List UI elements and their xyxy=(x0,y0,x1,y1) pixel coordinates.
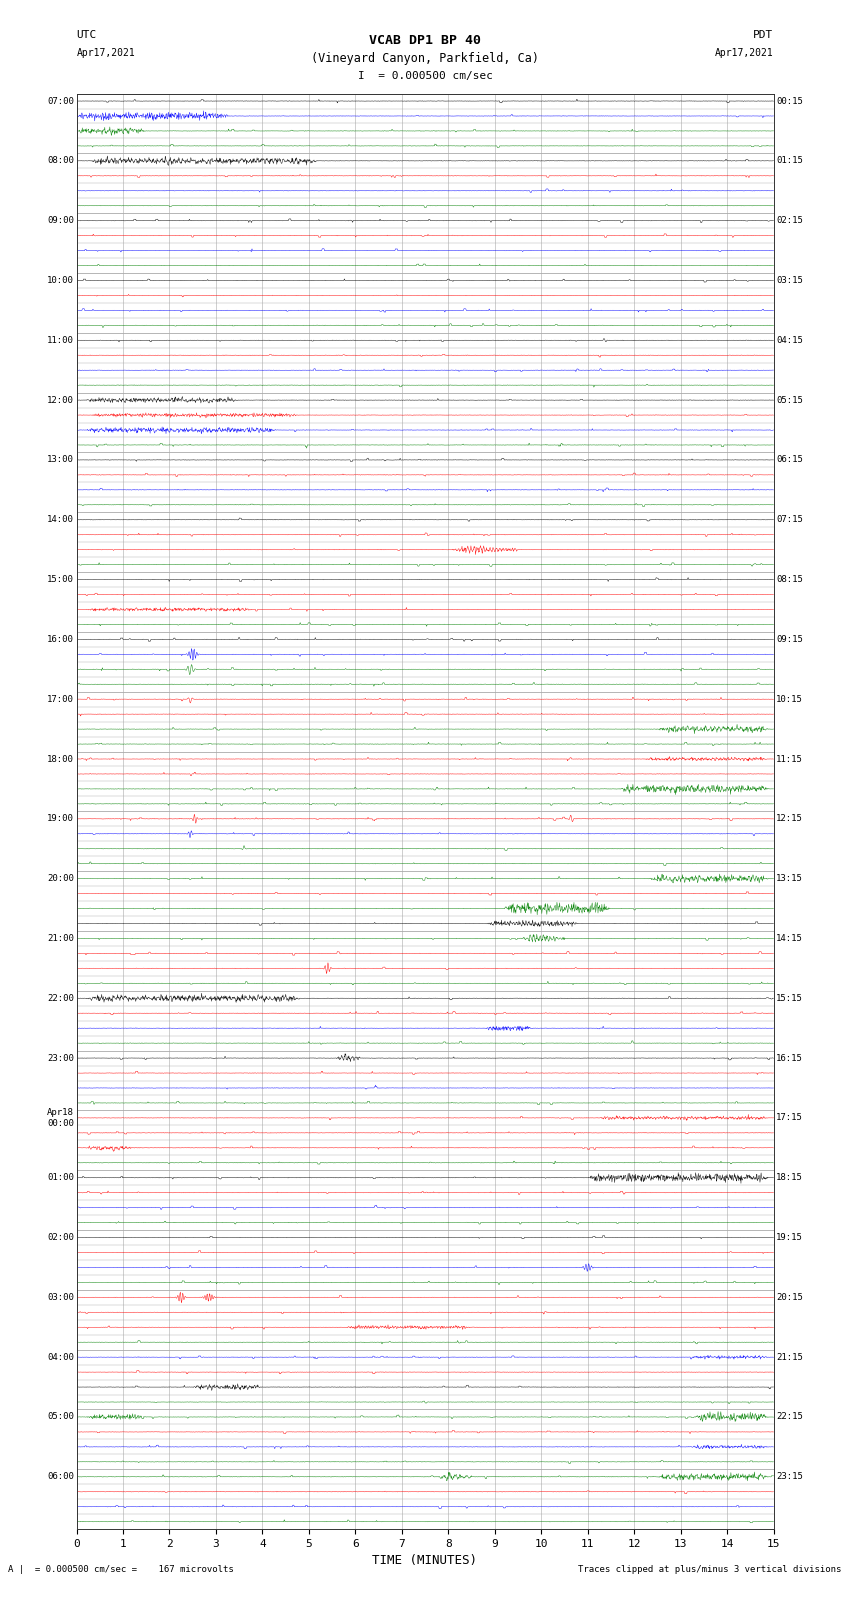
Text: 17:15: 17:15 xyxy=(776,1113,803,1123)
Text: A |  = 0.000500 cm/sec =    167 microvolts: A | = 0.000500 cm/sec = 167 microvolts xyxy=(8,1565,235,1574)
Text: 09:15: 09:15 xyxy=(776,636,803,644)
Text: PDT: PDT xyxy=(753,31,774,40)
Text: 14:00: 14:00 xyxy=(47,515,74,524)
Text: 15:15: 15:15 xyxy=(776,994,803,1003)
Text: 23:00: 23:00 xyxy=(47,1053,74,1063)
Text: 11:15: 11:15 xyxy=(776,755,803,763)
Text: 22:00: 22:00 xyxy=(47,994,74,1003)
Text: (Vineyard Canyon, Parkfield, Ca): (Vineyard Canyon, Parkfield, Ca) xyxy=(311,52,539,65)
Text: 07:00: 07:00 xyxy=(47,97,74,105)
Text: 21:15: 21:15 xyxy=(776,1353,803,1361)
Text: VCAB DP1 BP 40: VCAB DP1 BP 40 xyxy=(369,34,481,47)
Text: 00:15: 00:15 xyxy=(776,97,803,105)
Text: 19:00: 19:00 xyxy=(47,815,74,823)
Text: 04:00: 04:00 xyxy=(47,1353,74,1361)
Text: 07:15: 07:15 xyxy=(776,515,803,524)
Text: 20:00: 20:00 xyxy=(47,874,74,884)
Text: 16:00: 16:00 xyxy=(47,636,74,644)
Text: 09:00: 09:00 xyxy=(47,216,74,226)
Text: I  = 0.000500 cm/sec: I = 0.000500 cm/sec xyxy=(358,71,492,81)
Text: 02:00: 02:00 xyxy=(47,1232,74,1242)
Text: 21:00: 21:00 xyxy=(47,934,74,944)
Text: 10:15: 10:15 xyxy=(776,695,803,703)
Text: 13:00: 13:00 xyxy=(47,455,74,465)
Text: 05:00: 05:00 xyxy=(47,1413,74,1421)
Text: 18:15: 18:15 xyxy=(776,1173,803,1182)
Text: Apr17,2021: Apr17,2021 xyxy=(715,48,774,58)
Text: 14:15: 14:15 xyxy=(776,934,803,944)
Text: 03:00: 03:00 xyxy=(47,1294,74,1302)
Text: 01:15: 01:15 xyxy=(776,156,803,166)
Text: 23:15: 23:15 xyxy=(776,1473,803,1481)
Text: 03:15: 03:15 xyxy=(776,276,803,286)
Text: Traces clipped at plus/minus 3 vertical divisions: Traces clipped at plus/minus 3 vertical … xyxy=(578,1565,842,1574)
Text: 12:00: 12:00 xyxy=(47,395,74,405)
Text: UTC: UTC xyxy=(76,31,97,40)
X-axis label: TIME (MINUTES): TIME (MINUTES) xyxy=(372,1555,478,1568)
Text: 04:15: 04:15 xyxy=(776,336,803,345)
Text: 06:00: 06:00 xyxy=(47,1473,74,1481)
Text: 16:15: 16:15 xyxy=(776,1053,803,1063)
Text: 11:00: 11:00 xyxy=(47,336,74,345)
Text: 01:00: 01:00 xyxy=(47,1173,74,1182)
Text: Apr17,2021: Apr17,2021 xyxy=(76,48,135,58)
Text: 02:15: 02:15 xyxy=(776,216,803,226)
Text: 18:00: 18:00 xyxy=(47,755,74,763)
Text: 10:00: 10:00 xyxy=(47,276,74,286)
Text: 19:15: 19:15 xyxy=(776,1232,803,1242)
Text: 13:15: 13:15 xyxy=(776,874,803,884)
Text: 17:00: 17:00 xyxy=(47,695,74,703)
Text: 06:15: 06:15 xyxy=(776,455,803,465)
Text: Apr18
00:00: Apr18 00:00 xyxy=(47,1108,74,1127)
Text: 12:15: 12:15 xyxy=(776,815,803,823)
Text: 08:15: 08:15 xyxy=(776,576,803,584)
Text: 08:00: 08:00 xyxy=(47,156,74,166)
Text: 20:15: 20:15 xyxy=(776,1294,803,1302)
Text: 22:15: 22:15 xyxy=(776,1413,803,1421)
Text: 15:00: 15:00 xyxy=(47,576,74,584)
Text: 05:15: 05:15 xyxy=(776,395,803,405)
